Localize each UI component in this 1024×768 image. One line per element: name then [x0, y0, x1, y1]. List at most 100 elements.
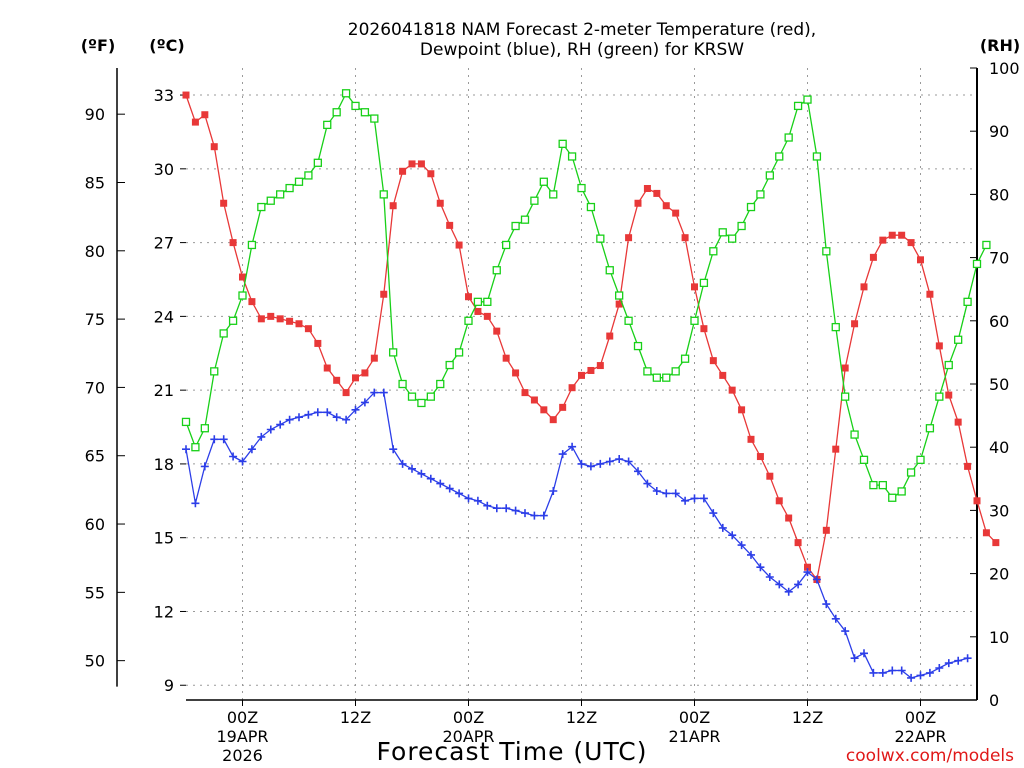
x-tick-year-label: 2026: [222, 746, 263, 765]
2-meter-temperature-point: [389, 202, 397, 210]
rh-point: [680, 354, 690, 363]
dewpoint-point: [332, 413, 341, 422]
2-meter-temperature-point: [257, 315, 265, 323]
rh-point: [511, 221, 520, 231]
2-meter-temperature-point: [785, 514, 793, 522]
2-meter-temperature-point: [540, 406, 548, 414]
f-tick-label: 65: [85, 447, 105, 466]
rh-point: [407, 392, 417, 401]
dewpoint-point: [765, 573, 774, 581]
f-tick-label: 50: [85, 652, 105, 671]
f-tick-label: 70: [85, 378, 105, 397]
rh-point: [351, 101, 360, 111]
rh-tick-label: 30: [989, 501, 1009, 520]
rh-point: [906, 468, 916, 477]
rh-point: [436, 379, 445, 389]
rh-point: [605, 266, 614, 275]
dewpoint-point: [643, 479, 652, 488]
2-meter-temperature-point: [992, 539, 1000, 547]
dewpoint-point: [342, 415, 351, 424]
rh-tick-label: 10: [989, 628, 1009, 647]
dewpoint-point: [822, 600, 831, 609]
dewpoint-point: [238, 457, 247, 466]
dewpoint-point: [549, 487, 558, 495]
2-meter-temperature-point: [304, 325, 312, 333]
rh-point: [756, 190, 765, 199]
rh-point: [803, 95, 812, 104]
2-meter-temperature-point: [709, 357, 717, 365]
dewpoint-point: [521, 509, 529, 518]
2-meter-temperature-point: [625, 234, 633, 242]
2-meter-temperature-point: [643, 184, 651, 192]
rh-point: [916, 455, 925, 464]
rh-point: [483, 297, 492, 306]
x-tick-label: 12Z: [566, 708, 597, 727]
rh-point: [360, 108, 370, 117]
dewpoint-point: [652, 487, 661, 495]
dewpoint-point: [266, 425, 275, 434]
rh-point: [709, 247, 718, 256]
2-meter-temperature-point: [888, 231, 896, 239]
dewpoint-point: [803, 568, 812, 577]
rh-point: [775, 152, 784, 161]
rh-tick-label: 60: [989, 312, 1009, 331]
c-tick-label: 21: [154, 381, 174, 400]
dewpoint-point: [502, 504, 511, 513]
2-meter-temperature-point: [380, 290, 388, 298]
rh-point: [972, 259, 982, 269]
2-meter-temperature-point: [917, 256, 924, 264]
2-meter-temperature-point: [775, 497, 783, 505]
rh-point: [417, 398, 426, 408]
rh-point: [671, 367, 680, 376]
2-meter-temperature-point: [719, 371, 727, 379]
dewpoint-point: [690, 494, 699, 503]
2-meter-temperature-point: [465, 293, 472, 301]
2-meter-temperature-point: [267, 312, 275, 320]
dewpoint-point: [389, 445, 398, 454]
dewpoint-point: [624, 457, 633, 466]
2-meter-temperature-point: [756, 453, 764, 461]
rh-point: [586, 202, 596, 212]
dewpoint-point: [417, 469, 426, 478]
2-meter-temperature-point: [530, 396, 538, 404]
2-meter-temperature-point: [615, 300, 623, 308]
2-meter-temperature-point: [587, 366, 595, 374]
dewpoint-point: [370, 388, 379, 397]
rh-point: [247, 240, 257, 250]
dewpoint-point: [276, 420, 285, 429]
dewpoint-point: [483, 501, 492, 510]
2-meter-temperature-point: [286, 317, 294, 325]
c-tick-label: 18: [154, 455, 174, 474]
2-meter-temperature-point: [606, 332, 614, 340]
rh-unit-label: (RH): [980, 36, 1020, 55]
2-meter-temperature-point: [832, 445, 840, 453]
2-meter-temperature-point: [314, 339, 322, 347]
dewpoint-point: [229, 452, 238, 461]
rh-point: [982, 240, 991, 250]
dewpoint-point: [916, 671, 925, 680]
dewpoint-point: [379, 388, 388, 397]
2-meter-temperature-point: [408, 160, 416, 168]
x-tick-label: 00Z: [905, 708, 936, 727]
rh-point: [784, 133, 793, 142]
rh-tick-label: 0: [989, 691, 999, 710]
dewpoint-point: [794, 580, 803, 589]
rh-point: [313, 158, 322, 167]
celsius-unit-label: (ºC): [149, 36, 184, 55]
rh-point: [219, 329, 228, 338]
rh-point: [549, 190, 558, 199]
dewpoint-point: [247, 445, 256, 454]
2-meter-temperature-point: [860, 283, 868, 291]
dewpoint-point: [360, 398, 369, 407]
c-tick-label: 33: [154, 86, 174, 105]
2-meter-temperature-point: [700, 325, 708, 333]
dewpoint-line: [185, 391, 968, 679]
dewpoint-point: [935, 664, 944, 672]
2-meter-temperature-point: [220, 199, 228, 207]
rh-point: [379, 190, 388, 199]
rh-point: [577, 183, 586, 193]
2-meter-temperature-point: [568, 384, 576, 392]
dewpoint-point: [426, 474, 435, 483]
dewpoint-point: [568, 442, 577, 451]
